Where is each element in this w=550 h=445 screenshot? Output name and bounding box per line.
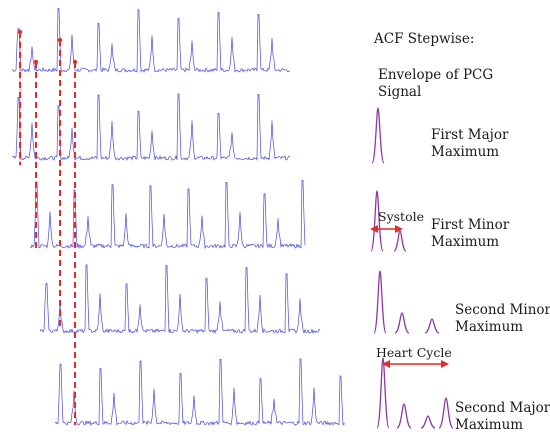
envelope-second-minor bbox=[373, 270, 440, 334]
peak-marker-dot-2 bbox=[57, 37, 63, 43]
signal-row-3 bbox=[29, 180, 306, 250]
peak-marker-dot-4 bbox=[72, 59, 78, 65]
envelope-second-major bbox=[376, 357, 454, 429]
step-label-second-major: Second Major Maximum bbox=[455, 400, 550, 433]
heart-cycle-annotation: Heart Cycle bbox=[376, 345, 452, 360]
peak-marker-dot-3 bbox=[33, 59, 39, 65]
systole-annotation: Systole bbox=[378, 209, 424, 224]
step-label-envelope: Envelope of PCG Signal bbox=[378, 67, 494, 100]
figure-heading: ACF Stepwise: bbox=[374, 31, 475, 47]
signal-row-5 bbox=[54, 358, 346, 426]
step-label-second-minor: Second Minor Maximum bbox=[455, 302, 550, 335]
envelope-plots bbox=[370, 107, 454, 429]
envelope-first-major bbox=[371, 107, 385, 164]
signal-row-2 bbox=[11, 93, 290, 161]
peak-markers bbox=[17, 29, 78, 425]
interval-arrows bbox=[370, 225, 449, 368]
pcg-signal-rows bbox=[11, 8, 346, 426]
step-label-first-minor: First Minor Maximum bbox=[431, 217, 510, 250]
peak-marker-dot-1 bbox=[17, 29, 23, 35]
signal-row-4 bbox=[39, 264, 321, 335]
step-label-first-major: First Major Maximum bbox=[431, 127, 509, 160]
signal-row-1 bbox=[11, 8, 291, 73]
